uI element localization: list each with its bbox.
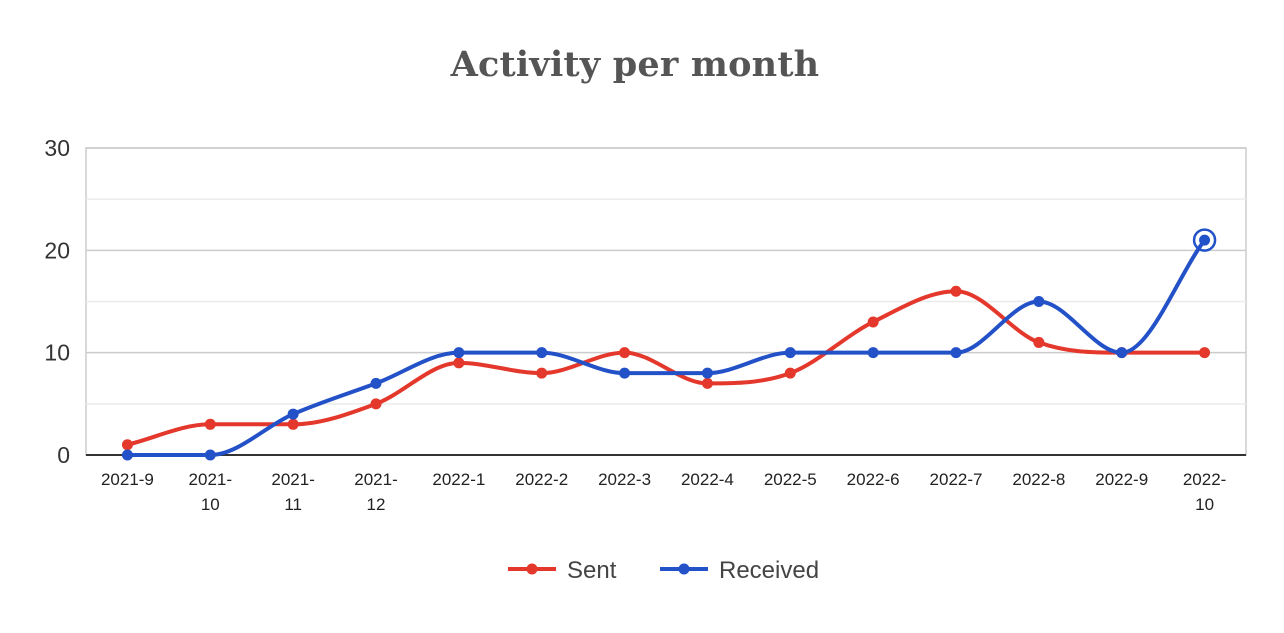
y-tick-label: 30 — [44, 135, 70, 161]
data-point-sent[interactable] — [784, 367, 796, 379]
legend-label: Sent — [567, 557, 617, 584]
data-point-received[interactable] — [950, 347, 962, 359]
x-tick-label: 2022-6 — [847, 470, 900, 489]
x-tick-label: 2021-10 — [189, 470, 232, 514]
x-tick-label: 2022-1 — [432, 470, 485, 489]
y-tick-label: 0 — [57, 442, 70, 468]
data-point-received[interactable] — [121, 449, 133, 461]
data-point-received[interactable] — [867, 347, 879, 359]
y-tick-label: 20 — [44, 237, 70, 263]
focused-point-ring — [1192, 228, 1217, 252]
data-point-sent[interactable] — [1199, 347, 1211, 359]
x-tick-label: 2022-7 — [930, 470, 983, 489]
data-point-sent[interactable] — [453, 357, 465, 369]
series-line-sent — [125, 289, 1207, 447]
legend-label: Received — [719, 557, 819, 584]
data-point-sent[interactable] — [204, 418, 216, 430]
legend-swatch-dot — [526, 563, 538, 575]
x-tick-label: 2022-2 — [515, 470, 568, 489]
data-point-sent[interactable] — [950, 285, 962, 297]
data-point-received[interactable] — [619, 367, 631, 379]
data-point-sent[interactable] — [121, 439, 133, 451]
x-tick-label: 2021-11 — [271, 470, 314, 514]
data-point-received[interactable] — [536, 347, 548, 359]
data-point-sent[interactable] — [867, 316, 879, 328]
chart-title: Activity per month — [450, 44, 820, 85]
x-tick-label: 2022-9 — [1095, 470, 1148, 489]
x-tick-label: 2022-8 — [1012, 470, 1065, 489]
data-point-sent[interactable] — [1033, 336, 1045, 348]
data-point-received[interactable] — [204, 449, 216, 461]
data-point-sent[interactable] — [287, 418, 299, 430]
x-tick-label: 2022-3 — [598, 470, 651, 489]
x-tick-label: 2022-4 — [681, 470, 734, 489]
data-point-received[interactable] — [784, 347, 796, 359]
data-point-received[interactable] — [1199, 234, 1211, 246]
x-tick-label: 2022-5 — [764, 470, 817, 489]
data-point-received[interactable] — [370, 377, 382, 389]
data-point-sent[interactable] — [619, 347, 631, 359]
y-tick-label: 10 — [44, 340, 70, 366]
x-tick-label: 2021-12 — [354, 470, 397, 514]
data-point-received[interactable] — [701, 367, 713, 379]
legend-item-sent[interactable]: Sent — [508, 557, 617, 584]
data-point-received[interactable] — [287, 408, 299, 420]
legend-swatch-dot — [678, 563, 690, 575]
data-point-sent[interactable] — [370, 398, 382, 410]
data-point-received[interactable] — [1116, 347, 1128, 359]
data-point-sent[interactable] — [701, 377, 713, 389]
x-tick-label: 2021-9 — [101, 470, 154, 489]
x-tick-label: 2022-10 — [1183, 470, 1226, 514]
data-point-received[interactable] — [453, 347, 465, 359]
data-point-sent[interactable] — [536, 367, 548, 379]
data-point-received[interactable] — [1033, 296, 1045, 307]
legend-item-received[interactable]: Received — [660, 557, 819, 584]
